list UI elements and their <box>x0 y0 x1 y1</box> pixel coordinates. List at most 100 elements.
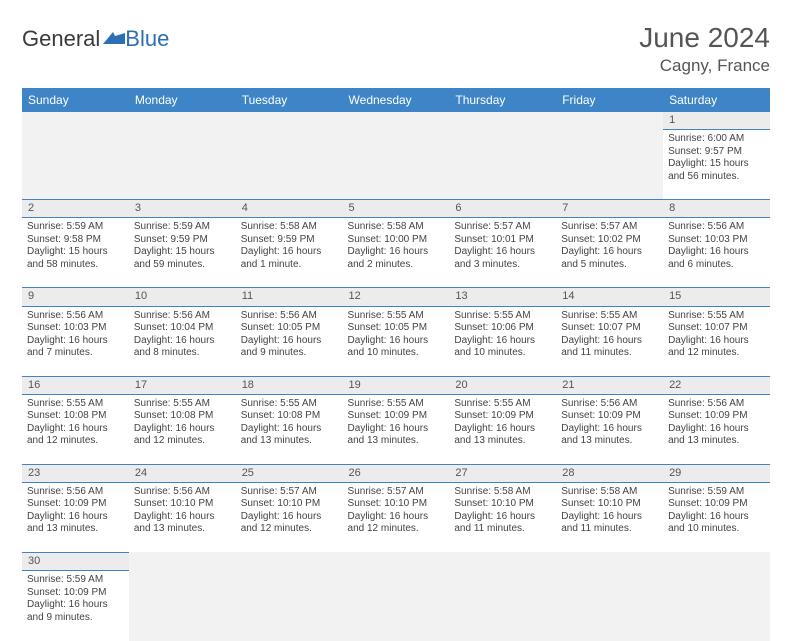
sunrise-line: Sunrise: 5:56 AM <box>668 398 765 411</box>
location: Cagny, France <box>639 56 770 76</box>
day-cell: Sunrise: 5:57 AMSunset: 10:02 PMDaylight… <box>556 218 663 288</box>
sunset-line: Sunset: 10:09 PM <box>27 587 124 600</box>
day-cell: Sunrise: 5:56 AMSunset: 10:09 PMDaylight… <box>663 394 770 464</box>
day-number-cell: 9 <box>22 288 129 306</box>
daylight-line: Daylight: 16 hours and 5 minutes. <box>561 246 658 271</box>
sunrise-line: Sunrise: 5:58 AM <box>561 486 658 499</box>
day-number-cell: 15 <box>663 288 770 306</box>
sunrise-line: Sunrise: 5:55 AM <box>454 398 551 411</box>
title-block: June 2024 Cagny, France <box>639 22 770 76</box>
sunset-line: Sunset: 10:07 PM <box>668 322 765 335</box>
day-number-cell: 26 <box>343 464 450 482</box>
daynum-row: 30 <box>22 552 770 570</box>
sunset-line: Sunset: 10:06 PM <box>454 322 551 335</box>
day-number-cell: 20 <box>449 376 556 394</box>
day-number-cell <box>449 552 556 570</box>
daynum-row: 2345678 <box>22 200 770 218</box>
daylight-line: Daylight: 16 hours and 10 minutes. <box>348 335 445 360</box>
day-cell: Sunrise: 5:55 AMSunset: 10:08 PMDaylight… <box>22 394 129 464</box>
daylight-line: Daylight: 16 hours and 1 minute. <box>241 246 338 271</box>
header: General Blue June 2024 Cagny, France <box>22 22 770 76</box>
calendar-table: Sunday Monday Tuesday Wednesday Thursday… <box>22 88 770 641</box>
sunset-line: Sunset: 10:09 PM <box>561 410 658 423</box>
daylight-line: Daylight: 16 hours and 12 minutes. <box>348 511 445 536</box>
day-number-cell: 25 <box>236 464 343 482</box>
day-number-cell: 16 <box>22 376 129 394</box>
sunset-line: Sunset: 10:10 PM <box>134 498 231 511</box>
sunset-line: Sunset: 10:09 PM <box>454 410 551 423</box>
sunrise-line: Sunrise: 5:55 AM <box>561 310 658 323</box>
week-row: Sunrise: 5:55 AMSunset: 10:08 PMDaylight… <box>22 394 770 464</box>
day-cell: Sunrise: 5:58 AMSunset: 9:59 PMDaylight:… <box>236 218 343 288</box>
sunrise-line: Sunrise: 5:57 AM <box>561 221 658 234</box>
sunset-line: Sunset: 10:07 PM <box>561 322 658 335</box>
day-cell <box>556 130 663 200</box>
daylight-line: Daylight: 16 hours and 13 minutes. <box>241 423 338 448</box>
weekday-header: Sunday <box>22 88 129 112</box>
day-cell: Sunrise: 5:56 AMSunset: 10:03 PMDaylight… <box>663 218 770 288</box>
daylight-line: Daylight: 16 hours and 10 minutes. <box>454 335 551 360</box>
daylight-line: Daylight: 16 hours and 9 minutes. <box>241 335 338 360</box>
sunset-line: Sunset: 10:08 PM <box>241 410 338 423</box>
day-cell: Sunrise: 5:55 AMSunset: 10:07 PMDaylight… <box>663 306 770 376</box>
daylight-line: Daylight: 16 hours and 13 minutes. <box>561 423 658 448</box>
day-cell: Sunrise: 6:00 AMSunset: 9:57 PMDaylight:… <box>663 130 770 200</box>
day-cell: Sunrise: 5:56 AMSunset: 10:04 PMDaylight… <box>129 306 236 376</box>
daylight-line: Daylight: 16 hours and 13 minutes. <box>348 423 445 448</box>
sunrise-line: Sunrise: 5:55 AM <box>134 398 231 411</box>
day-cell: Sunrise: 5:55 AMSunset: 10:09 PMDaylight… <box>343 394 450 464</box>
sunset-line: Sunset: 9:59 PM <box>134 234 231 247</box>
sunrise-line: Sunrise: 5:55 AM <box>241 398 338 411</box>
logo-flag-icon <box>103 30 125 48</box>
sunset-line: Sunset: 10:10 PM <box>454 498 551 511</box>
daylight-line: Daylight: 16 hours and 13 minutes. <box>668 423 765 448</box>
day-number-cell: 10 <box>129 288 236 306</box>
day-cell: Sunrise: 5:55 AMSunset: 10:05 PMDaylight… <box>343 306 450 376</box>
daylight-line: Daylight: 16 hours and 11 minutes. <box>561 511 658 536</box>
day-cell: Sunrise: 5:58 AMSunset: 10:10 PMDaylight… <box>556 482 663 552</box>
day-cell <box>556 571 663 641</box>
sunset-line: Sunset: 10:09 PM <box>348 410 445 423</box>
day-cell: Sunrise: 5:57 AMSunset: 10:10 PMDaylight… <box>343 482 450 552</box>
sunrise-line: Sunrise: 5:56 AM <box>134 310 231 323</box>
day-number-cell: 7 <box>556 200 663 218</box>
day-number-cell: 24 <box>129 464 236 482</box>
sunset-line: Sunset: 10:03 PM <box>27 322 124 335</box>
weekday-header: Wednesday <box>343 88 450 112</box>
daylight-line: Daylight: 16 hours and 13 minutes. <box>454 423 551 448</box>
day-number-cell <box>449 112 556 130</box>
day-number-cell: 3 <box>129 200 236 218</box>
daylight-line: Daylight: 16 hours and 10 minutes. <box>668 511 765 536</box>
daylight-line: Daylight: 16 hours and 12 minutes. <box>668 335 765 360</box>
day-cell <box>129 571 236 641</box>
week-row: Sunrise: 5:56 AMSunset: 10:09 PMDaylight… <box>22 482 770 552</box>
day-number-cell <box>556 112 663 130</box>
day-number-cell: 8 <box>663 200 770 218</box>
sunset-line: Sunset: 10:09 PM <box>27 498 124 511</box>
day-cell: Sunrise: 5:56 AMSunset: 10:05 PMDaylight… <box>236 306 343 376</box>
day-cell: Sunrise: 5:56 AMSunset: 10:09 PMDaylight… <box>556 394 663 464</box>
day-number-cell: 21 <box>556 376 663 394</box>
day-cell <box>343 130 450 200</box>
week-row: Sunrise: 6:00 AMSunset: 9:57 PMDaylight:… <box>22 130 770 200</box>
sunset-line: Sunset: 10:01 PM <box>454 234 551 247</box>
weekday-header-row: Sunday Monday Tuesday Wednesday Thursday… <box>22 88 770 112</box>
day-cell: Sunrise: 5:57 AMSunset: 10:01 PMDaylight… <box>449 218 556 288</box>
sunset-line: Sunset: 10:09 PM <box>668 498 765 511</box>
day-number-cell: 14 <box>556 288 663 306</box>
sunset-line: Sunset: 10:02 PM <box>561 234 658 247</box>
day-cell: Sunrise: 5:55 AMSunset: 10:07 PMDaylight… <box>556 306 663 376</box>
day-cell <box>236 130 343 200</box>
day-cell <box>343 571 450 641</box>
sunrise-line: Sunrise: 5:58 AM <box>348 221 445 234</box>
daynum-row: 16171819202122 <box>22 376 770 394</box>
sunrise-line: Sunrise: 5:57 AM <box>241 486 338 499</box>
day-number-cell: 11 <box>236 288 343 306</box>
sunset-line: Sunset: 10:10 PM <box>348 498 445 511</box>
sunrise-line: Sunrise: 5:56 AM <box>561 398 658 411</box>
logo-text-blue: Blue <box>125 26 169 52</box>
logo-text-general: General <box>22 26 100 52</box>
sunrise-line: Sunrise: 5:55 AM <box>454 310 551 323</box>
day-cell <box>22 130 129 200</box>
sunrise-line: Sunrise: 5:56 AM <box>134 486 231 499</box>
